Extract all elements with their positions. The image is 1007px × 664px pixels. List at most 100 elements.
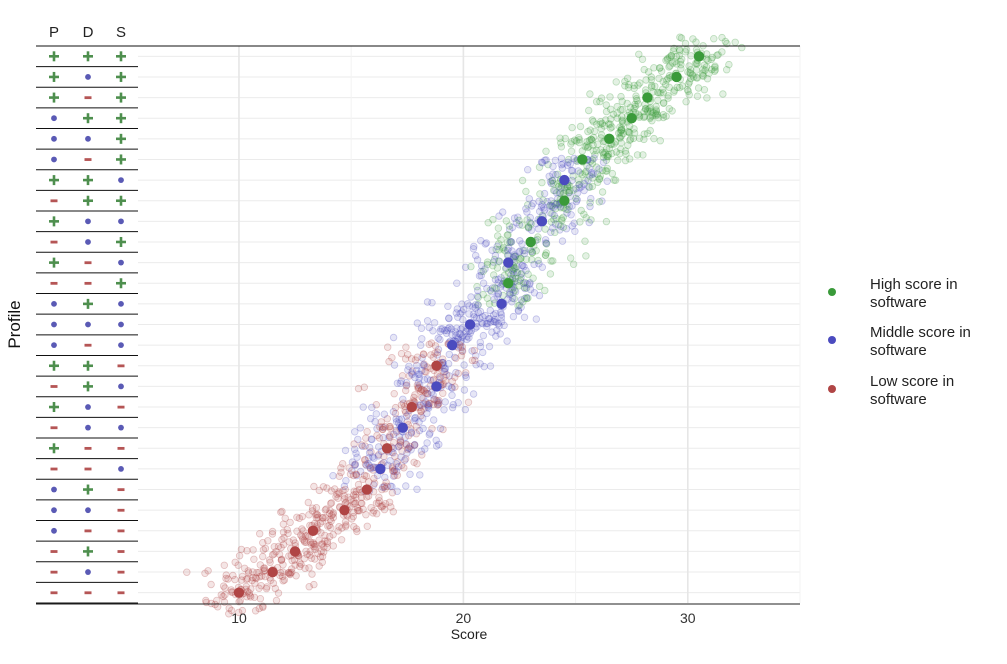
profile-minus-symbol (50, 570, 58, 574)
observation-point (602, 217, 611, 226)
profile-dot-symbol (51, 527, 57, 534)
observation-point (359, 403, 367, 411)
observation-point (389, 449, 397, 457)
observation-point (738, 43, 746, 52)
observation-point (473, 292, 482, 300)
observation-point (562, 224, 571, 233)
observation-point (277, 556, 286, 564)
observation-point (565, 202, 573, 211)
observation-point (643, 129, 652, 138)
observation-point (231, 575, 239, 584)
observation-point (479, 319, 487, 328)
observation-point (469, 310, 478, 319)
observation-point (415, 418, 423, 426)
observation-point (648, 81, 656, 90)
observation-point (515, 277, 523, 285)
observation-point (539, 196, 547, 204)
observation-point (700, 61, 708, 69)
observation-point (662, 56, 670, 65)
observation-point (602, 107, 611, 116)
observation-point (392, 418, 401, 426)
observation-point (652, 102, 660, 111)
observation-point (659, 89, 668, 97)
observation-point (404, 350, 412, 359)
observation-point (705, 69, 713, 77)
observation-point (497, 314, 506, 322)
observation-point (608, 169, 617, 178)
observation-point (312, 504, 321, 512)
observation-point (413, 361, 421, 370)
observation-point (616, 128, 624, 137)
observation-point (322, 505, 330, 513)
observation-point (486, 306, 494, 315)
observation-point (424, 402, 433, 410)
observation-point (711, 66, 719, 74)
observation-point (617, 105, 625, 114)
observation-point (657, 67, 666, 75)
observation-point (592, 163, 601, 171)
observation-point (246, 593, 255, 601)
observation-point (441, 364, 449, 373)
observation-point (575, 133, 583, 142)
observation-point (213, 596, 221, 605)
observation-point (505, 288, 514, 297)
observation-point (278, 572, 287, 581)
observation-point (623, 99, 631, 108)
observation-point (664, 92, 672, 100)
observation-point (507, 270, 515, 279)
observation-point (449, 401, 457, 409)
observation-point (528, 247, 536, 255)
observation-point (257, 582, 265, 590)
observation-point (389, 333, 398, 342)
observation-point (585, 143, 593, 151)
observation-point (524, 294, 532, 302)
observation-point (274, 589, 283, 597)
observation-point (541, 156, 549, 164)
observation-point (401, 355, 410, 363)
observation-point (318, 558, 326, 566)
observation-point (684, 80, 693, 88)
observation-point (348, 458, 357, 466)
observation-point (634, 81, 642, 89)
observation-point (597, 131, 606, 139)
observation-point (259, 602, 267, 610)
observation-point (441, 326, 449, 335)
observation-point (591, 127, 599, 135)
observation-point (499, 291, 507, 300)
observation-point (385, 423, 393, 431)
observation-point (685, 78, 694, 86)
observation-point (413, 381, 422, 389)
observation-point (604, 150, 613, 159)
observation-point (383, 482, 391, 491)
observation-point (600, 150, 608, 158)
observation-point (464, 300, 472, 308)
observation-point (617, 126, 626, 134)
observation-point (518, 176, 527, 185)
observation-point (457, 339, 465, 347)
observation-point (334, 527, 342, 535)
observation-point (321, 531, 329, 540)
observation-point (313, 510, 321, 518)
observation-point (617, 131, 626, 140)
observation-point (678, 82, 686, 90)
observation-point (625, 80, 633, 89)
observation-point (473, 256, 482, 264)
profile-minus-symbol (84, 529, 92, 533)
observation-point (350, 487, 358, 495)
profile-mean-point (339, 504, 350, 516)
observation-point (652, 106, 660, 114)
observation-point (575, 138, 583, 147)
profile-mean-point (536, 216, 548, 227)
observation-point (500, 271, 509, 280)
observation-point (408, 367, 416, 375)
observation-point (419, 414, 427, 422)
observation-point (613, 114, 621, 122)
profile-dot-symbol (85, 569, 91, 575)
observation-point (618, 116, 626, 124)
observation-point (597, 124, 605, 133)
observation-point (238, 606, 247, 615)
observation-point (555, 220, 563, 229)
observation-point (269, 579, 278, 587)
observation-point (429, 327, 437, 335)
